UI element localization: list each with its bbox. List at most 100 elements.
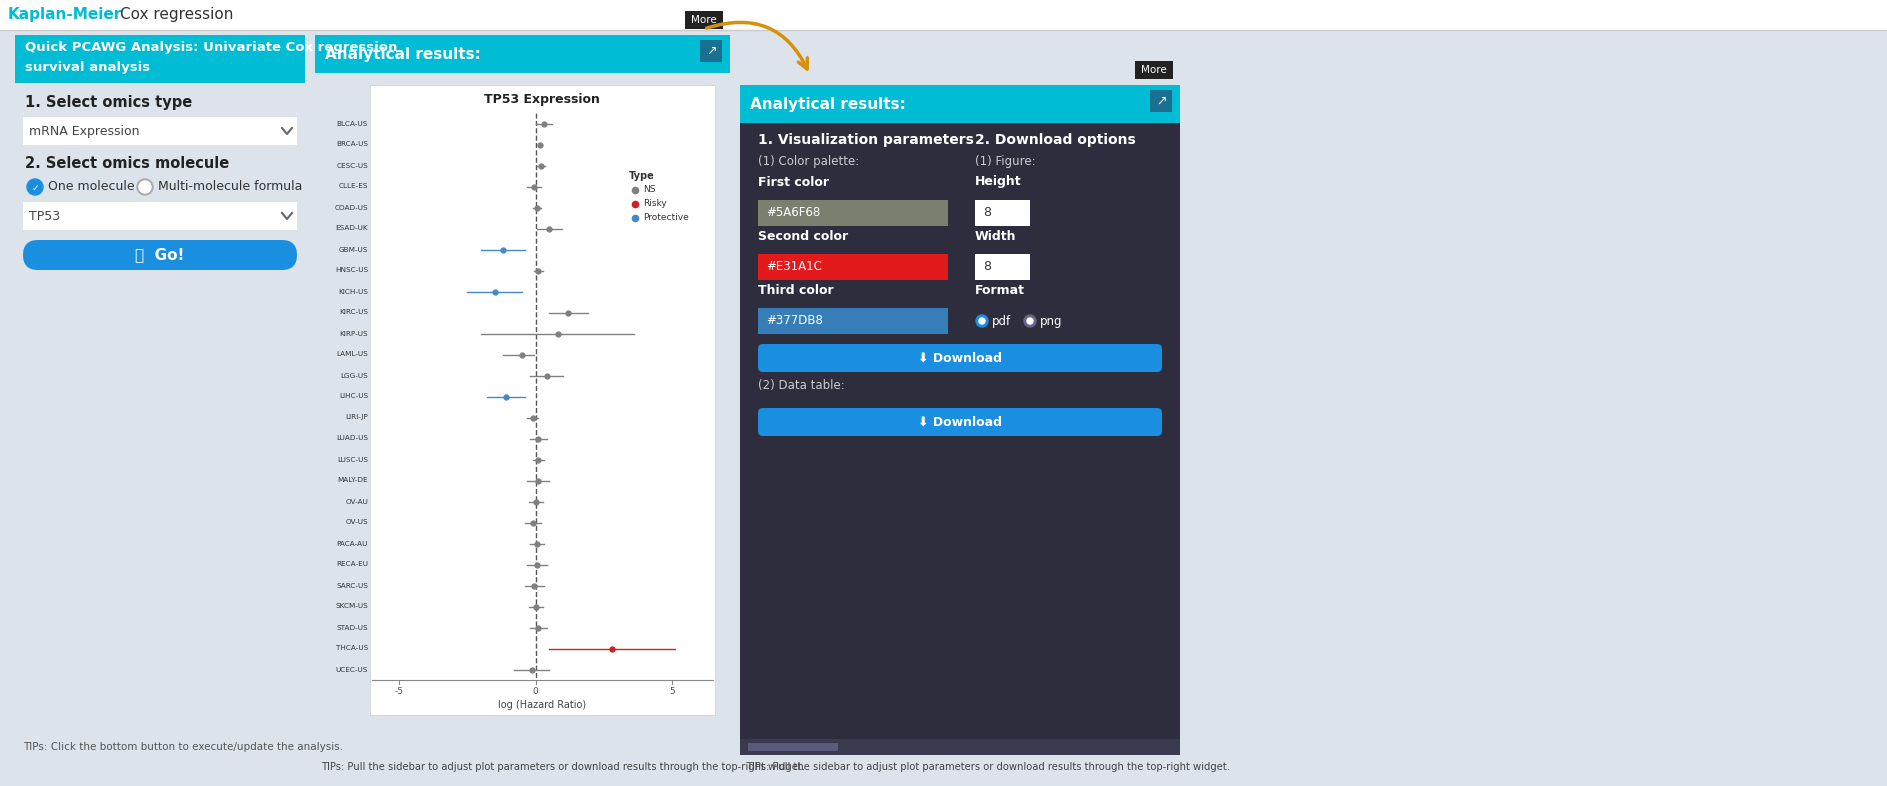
Text: Analytical results:: Analytical results:: [749, 97, 906, 112]
Text: UCEC-US: UCEC-US: [336, 667, 368, 673]
Text: More: More: [1142, 65, 1166, 75]
Circle shape: [138, 179, 153, 195]
Text: First color: First color: [759, 175, 828, 189]
Bar: [15, 35, 306, 83]
Text: ↗: ↗: [706, 45, 717, 57]
Text: Risky: Risky: [643, 200, 666, 208]
Text: log (Hazard Ratio): log (Hazard Ratio): [498, 700, 587, 710]
Text: TIPs: Pull the sidebar to adjust plot parameters or download results through the: TIPs: Pull the sidebar to adjust plot pa…: [745, 762, 1230, 772]
FancyBboxPatch shape: [759, 408, 1162, 436]
Text: Cox regression: Cox regression: [121, 8, 234, 23]
Bar: [370, 85, 715, 715]
Circle shape: [1025, 315, 1036, 327]
Bar: [1134, 61, 1174, 79]
Text: Third color: Third color: [759, 284, 834, 296]
Text: pdf: pdf: [993, 314, 1011, 328]
Text: NS: NS: [643, 185, 655, 194]
Text: survival analysis: survival analysis: [25, 61, 151, 75]
Text: (1) Color palette:: (1) Color palette:: [759, 156, 859, 168]
FancyArrowPatch shape: [706, 22, 808, 69]
Text: RECA-EU: RECA-EU: [336, 561, 368, 567]
Bar: [23, 117, 296, 145]
Text: BLCA-US: BLCA-US: [336, 120, 368, 127]
Text: MALY-DE: MALY-DE: [338, 478, 368, 483]
Text: LUSC-US: LUSC-US: [338, 457, 368, 462]
Bar: [759, 254, 947, 280]
Text: Multi-molecule formula: Multi-molecule formula: [159, 181, 302, 193]
Text: 2. Select omics molecule: 2. Select omics molecule: [25, 156, 228, 171]
Bar: [315, 73, 730, 755]
FancyBboxPatch shape: [759, 344, 1162, 372]
Text: GBM-US: GBM-US: [338, 247, 368, 252]
Text: TP53: TP53: [28, 210, 60, 222]
Text: More: More: [691, 15, 717, 25]
Bar: [0, 0, 1887, 30]
Bar: [747, 743, 838, 751]
Text: 5: 5: [670, 688, 676, 696]
Text: PACA-AU: PACA-AU: [336, 541, 368, 546]
Bar: [740, 739, 1179, 755]
Bar: [700, 40, 723, 62]
Text: KIRC-US: KIRC-US: [340, 310, 368, 315]
Text: Kaplan-Meier: Kaplan-Meier: [8, 8, 123, 23]
Bar: [976, 200, 1030, 226]
Text: Quick PCAWG Analysis: Univariate Cox regression: Quick PCAWG Analysis: Univariate Cox reg…: [25, 42, 398, 54]
Text: Analytical results:: Analytical results:: [325, 46, 481, 61]
Text: 8: 8: [983, 260, 991, 274]
Text: ✓: ✓: [32, 183, 40, 193]
Bar: [759, 308, 947, 334]
Text: SARC-US: SARC-US: [336, 582, 368, 589]
Text: Second color: Second color: [759, 230, 847, 243]
Text: ESAD-UK: ESAD-UK: [336, 226, 368, 232]
Circle shape: [1027, 318, 1032, 324]
Text: STAD-US: STAD-US: [336, 625, 368, 630]
Text: (2) Data table:: (2) Data table:: [759, 380, 845, 392]
Text: (1) Figure:: (1) Figure:: [976, 156, 1036, 168]
Text: png: png: [1040, 314, 1062, 328]
Text: CESC-US: CESC-US: [336, 163, 368, 168]
Text: 2. Download options: 2. Download options: [976, 133, 1136, 147]
Text: OV-AU: OV-AU: [345, 498, 368, 505]
Text: LUAD-US: LUAD-US: [336, 435, 368, 442]
Text: One molecule: One molecule: [47, 181, 134, 193]
Text: Protective: Protective: [643, 214, 689, 222]
Bar: [315, 35, 730, 73]
Bar: [23, 202, 296, 230]
Bar: [976, 254, 1030, 280]
Bar: [759, 200, 947, 226]
Circle shape: [976, 315, 989, 327]
Text: TIPs: Pull the sidebar to adjust plot parameters or download results through the: TIPs: Pull the sidebar to adjust plot pa…: [321, 762, 806, 772]
Text: SKCM-US: SKCM-US: [336, 604, 368, 609]
Text: 8: 8: [983, 207, 991, 219]
Bar: [15, 83, 306, 755]
Circle shape: [26, 179, 43, 195]
Text: 🔍  Go!: 🔍 Go!: [136, 248, 185, 263]
Bar: [685, 11, 723, 29]
Text: COAD-US: COAD-US: [334, 204, 368, 211]
Text: Height: Height: [976, 175, 1021, 189]
Text: #E31A1C: #E31A1C: [766, 260, 823, 274]
Bar: [740, 123, 1179, 755]
Bar: [1149, 90, 1172, 112]
Text: Type: Type: [628, 171, 655, 181]
Text: LIRI-JP: LIRI-JP: [345, 414, 368, 421]
Circle shape: [979, 318, 985, 324]
Bar: [740, 85, 1179, 123]
Text: mRNA Expression: mRNA Expression: [28, 124, 140, 138]
Text: ⬇ Download: ⬇ Download: [917, 351, 1002, 365]
Text: TIPs: Click the bottom button to execute/update the analysis.: TIPs: Click the bottom button to execute…: [23, 742, 343, 752]
Text: BRCA-US: BRCA-US: [336, 141, 368, 148]
Text: ⬇ Download: ⬇ Download: [917, 416, 1002, 428]
Text: THCA-US: THCA-US: [336, 645, 368, 652]
Text: HNSC-US: HNSC-US: [334, 267, 368, 274]
FancyBboxPatch shape: [23, 240, 296, 270]
Text: KIRP-US: KIRP-US: [340, 330, 368, 336]
Text: ↗: ↗: [1155, 94, 1166, 108]
Text: Width: Width: [976, 230, 1017, 243]
Text: KICH-US: KICH-US: [338, 288, 368, 295]
Text: TP53 Expression: TP53 Expression: [485, 93, 600, 105]
Text: #5A6F68: #5A6F68: [766, 207, 821, 219]
Text: #377DB8: #377DB8: [766, 314, 823, 328]
Text: LIHC-US: LIHC-US: [340, 394, 368, 399]
Text: OV-US: OV-US: [345, 520, 368, 526]
